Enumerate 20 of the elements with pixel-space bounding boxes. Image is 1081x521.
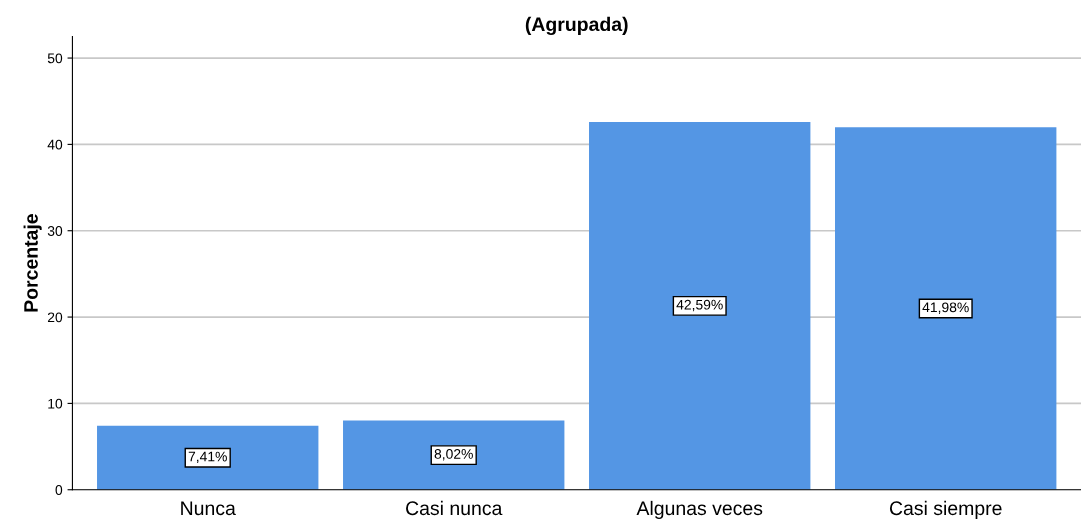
y-tick-label: 20 [47,312,63,323]
x-tick-label: Algunas veces [636,500,763,519]
y-tick-label: 0 [55,485,63,495]
data-label: 8,02% [434,449,473,461]
bar [343,420,565,490]
data-label: 41,98% [922,302,969,314]
bar [835,127,1057,490]
y-axis-title: Porcentaje [23,214,42,312]
data-label: 7,41% [188,451,227,464]
bar [589,122,811,490]
x-tick-label: Casi nunca [406,500,503,516]
x-tick-label: Casi siempre [889,500,1002,519]
y-tick-label: 10 [48,398,63,409]
bar [97,425,319,490]
chart-title: (Agrupada) [525,16,628,36]
y-tick-label: 50 [47,53,63,64]
y-tick-label: 30 [47,226,63,236]
x-tick-label: Nunca [181,501,236,516]
y-tick-label: 40 [47,139,63,150]
data-label: 42,59% [676,299,723,312]
